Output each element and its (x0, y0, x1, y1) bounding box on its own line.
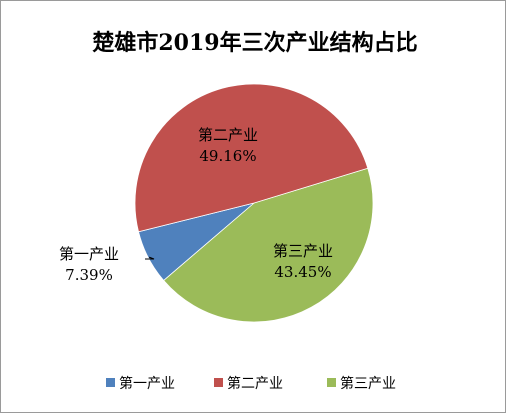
leader-line-1 (145, 256, 155, 260)
legend-swatch-2 (214, 378, 223, 387)
slice-labels: 第一产业 7.39% 第二产业 49.16% 第三产业 43.45% (59, 126, 333, 284)
legend-swatch-1 (106, 378, 115, 387)
legend-label-3: 第三产业 (340, 375, 396, 392)
slice-value-label-2: 49.16% (199, 147, 256, 165)
legend-swatch-3 (327, 378, 336, 387)
pie-slice-2 (134, 83, 369, 233)
slice-category-label-1: 第一产业 (59, 245, 119, 263)
slice-value-label-1: 7.39% (65, 266, 113, 284)
legend-label-1: 第一产业 (119, 375, 175, 392)
leader-lines (145, 256, 155, 260)
legend: 第一产业 第二产业 第三产业 (106, 375, 396, 392)
legend-label-2: 第二产业 (227, 375, 283, 392)
chart-title: 楚雄市2019年三次产业结构占比 (92, 30, 417, 56)
slice-value-label-3: 43.45% (274, 263, 331, 281)
slice-category-label-3: 第三产业 (273, 242, 333, 260)
pie-slice-3 (163, 167, 374, 323)
pie-slices (134, 83, 374, 323)
slice-category-label-2: 第二产业 (198, 126, 258, 144)
